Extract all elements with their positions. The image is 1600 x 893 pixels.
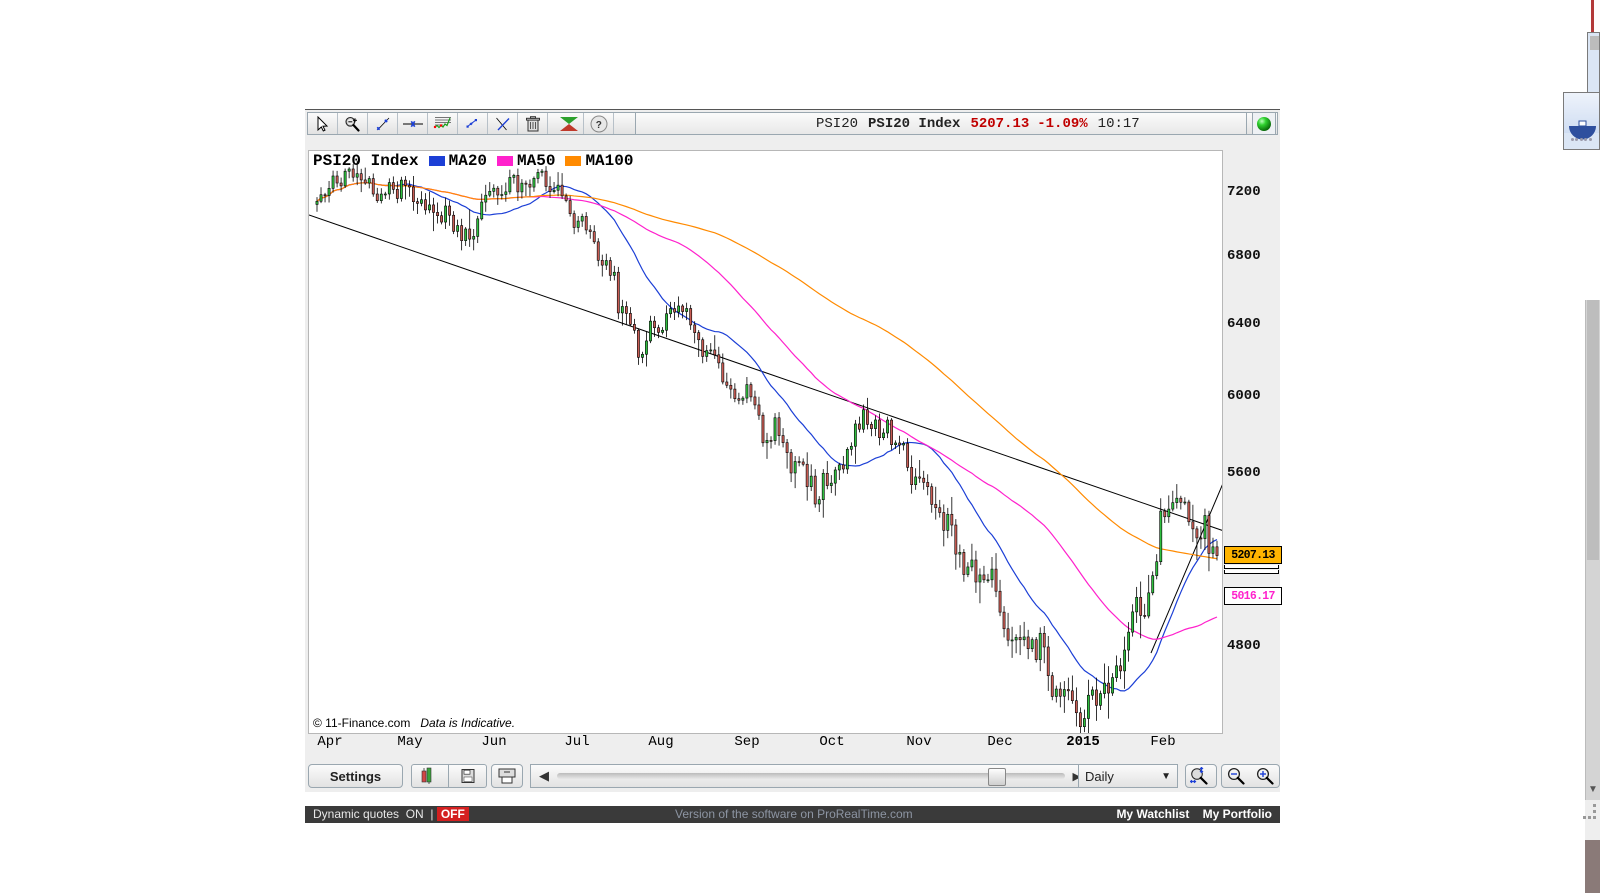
svg-text:?: ?	[595, 120, 601, 131]
